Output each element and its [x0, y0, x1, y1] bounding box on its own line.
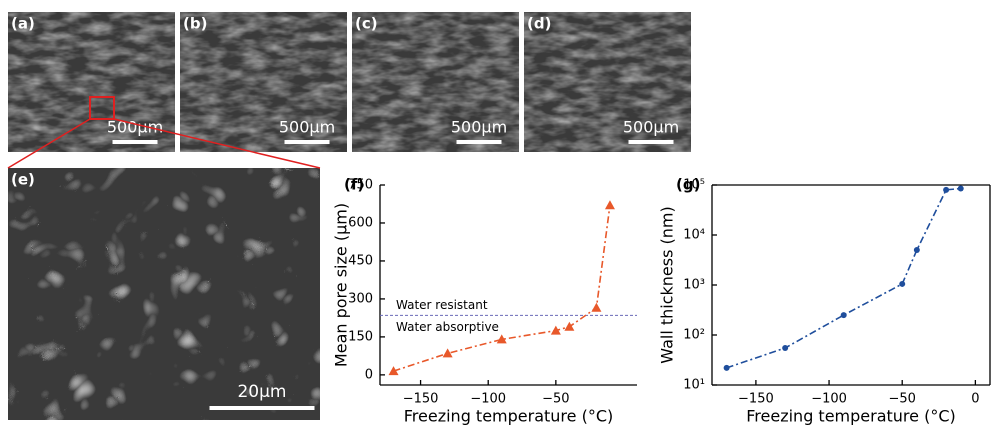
y-axis-title: Wall thickness (nm): [658, 206, 677, 363]
scale-bar: [285, 140, 330, 144]
marker: [724, 365, 730, 371]
scale-bar-label: 20μm: [237, 382, 286, 402]
marker: [605, 200, 615, 209]
x-axis-title: Freezing temperature (°C): [404, 407, 614, 426]
marker: [841, 312, 847, 318]
scale-bar-label: 500μm: [451, 118, 507, 137]
panel-label: (e): [11, 171, 35, 189]
scale-bar: [210, 406, 315, 410]
scale-bar: [629, 140, 674, 144]
y-tick-label: 300: [348, 291, 373, 306]
scale-bar-label: 500μm: [279, 118, 335, 137]
marker: [564, 322, 574, 331]
y-axis-title: Mean pore size (μm): [332, 203, 351, 367]
x-axis-title: Freezing temperature (°C): [746, 407, 956, 426]
y-tick-label: 10⁴: [683, 228, 705, 243]
y-tick-label: 0: [365, 367, 373, 382]
marker: [943, 187, 949, 193]
scale-bar-label: 500μm: [623, 118, 679, 137]
y-tick-label: 600: [348, 215, 373, 230]
x-tick-label: −100: [811, 392, 847, 407]
panel-label: (g): [676, 176, 700, 194]
scale-bar: [457, 140, 502, 144]
x-tick-label: −50: [542, 392, 569, 407]
y-tick-label: 10³: [683, 278, 705, 293]
marker: [958, 186, 964, 192]
y-tick-label: 10²: [683, 328, 705, 343]
annotation: Water absorptive: [396, 320, 499, 334]
panel-label: (b): [183, 15, 207, 33]
panel-label: (f): [344, 176, 364, 194]
marker: [591, 303, 601, 312]
series-line: [394, 205, 610, 371]
x-tick-label: −150: [403, 392, 439, 407]
series-line: [727, 189, 961, 368]
panel-label: (d): [527, 15, 551, 33]
scale-bar-label: 500μm: [107, 118, 163, 137]
y-tick-label: 150: [348, 329, 373, 344]
figure: (a) 500μm (b) 500μm (c) 500μm (d) 500μm (e) 20μm −…: [0, 0, 995, 427]
panel-label: (c): [355, 15, 378, 33]
marker: [914, 247, 920, 253]
annotation: Water resistant: [396, 298, 488, 312]
marker: [899, 281, 905, 287]
scale-bar: [113, 140, 158, 144]
x-tick-label: −150: [738, 392, 774, 407]
marker: [782, 345, 788, 351]
panel-label: (a): [11, 15, 35, 33]
y-tick-label: 450: [348, 253, 373, 268]
y-tick-label: 10¹: [683, 378, 705, 393]
x-tick-label: 0: [971, 392, 979, 407]
x-tick-label: −100: [470, 392, 506, 407]
x-tick-label: −50: [888, 392, 915, 407]
